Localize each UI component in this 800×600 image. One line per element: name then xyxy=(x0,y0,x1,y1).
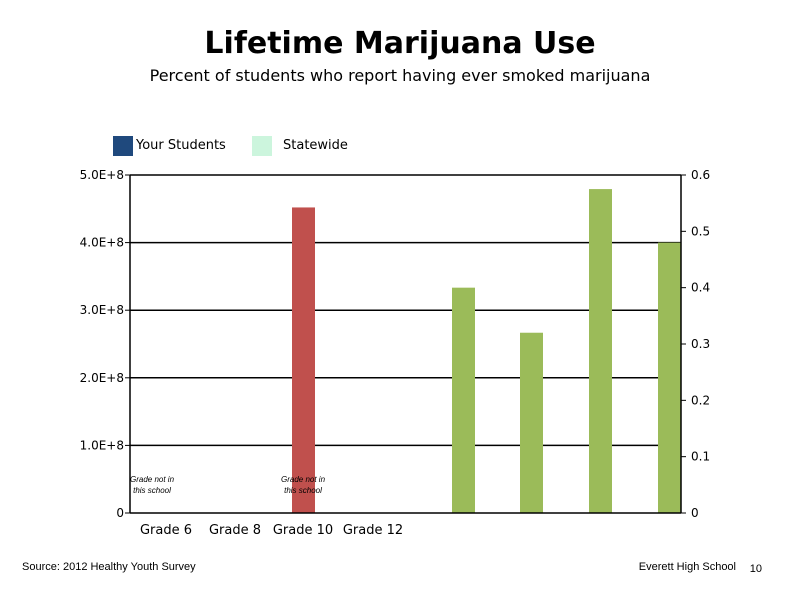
annotation-line-1: Grade not in xyxy=(281,475,326,484)
right-tick-label: 0 xyxy=(691,506,699,520)
bar-statewide xyxy=(452,287,475,513)
left-tick-label: 0 xyxy=(116,506,124,520)
right-tick-label: 0.2 xyxy=(691,393,710,407)
chart-subtitle: Percent of students who report having ev… xyxy=(149,66,651,85)
bar-statewide xyxy=(520,332,543,513)
category-label: Grade 8 xyxy=(209,523,261,538)
right-tick-label: 0.4 xyxy=(691,281,710,295)
chart-title: Lifetime Marijuana Use xyxy=(204,26,596,61)
page-number: 10 xyxy=(749,563,762,575)
category-label: Grade 6 xyxy=(140,523,192,538)
annotation-line-2: this school xyxy=(284,486,322,495)
legend-swatch-your-students xyxy=(113,136,133,156)
right-tick-label: 0.1 xyxy=(691,450,710,464)
category-label: Grade 10 xyxy=(273,523,333,538)
bar-grade-10-your-students xyxy=(292,207,315,513)
category-labels: Grade 6 Grade 8 Grade 10 Grade 12 xyxy=(140,523,403,538)
annotation-line-1: Grade not in xyxy=(130,475,175,484)
legend-label-your-students: Your Students xyxy=(136,138,226,153)
right-axis-ticks: 0 0.1 0.2 0.3 0.4 0.5 0.6 xyxy=(681,168,710,520)
right-tick-label: 0.3 xyxy=(691,337,710,351)
legend-label-statewide: Statewide xyxy=(283,138,348,153)
left-tick-label: 5.0E+8 xyxy=(80,168,124,182)
left-axis-ticks: 0 1.0E+8 2.0E+8 3.0E+8 4.0E+8 5.0E+8 xyxy=(80,168,130,520)
bar-statewide xyxy=(589,189,612,514)
category-label: Grade 12 xyxy=(343,523,403,538)
bar-statewide xyxy=(658,242,681,513)
left-tick-label: 2.0E+8 xyxy=(80,371,124,385)
right-tick-label: 0.5 xyxy=(691,224,710,238)
school-name: Everett High School xyxy=(638,561,736,573)
right-tick-label: 0.6 xyxy=(691,168,710,182)
annotations: Grade not in this school Grade not in this … xyxy=(130,475,326,495)
left-tick-label: 1.0E+8 xyxy=(80,438,124,452)
legend-swatch-statewide xyxy=(252,136,272,156)
bars xyxy=(292,189,681,514)
annotation-line-2: this school xyxy=(133,486,171,495)
left-tick-label: 4.0E+8 xyxy=(80,236,124,250)
left-tick-label: 3.0E+8 xyxy=(80,303,124,317)
source-note: Source: 2012 Healthy Youth Survey xyxy=(22,561,196,573)
